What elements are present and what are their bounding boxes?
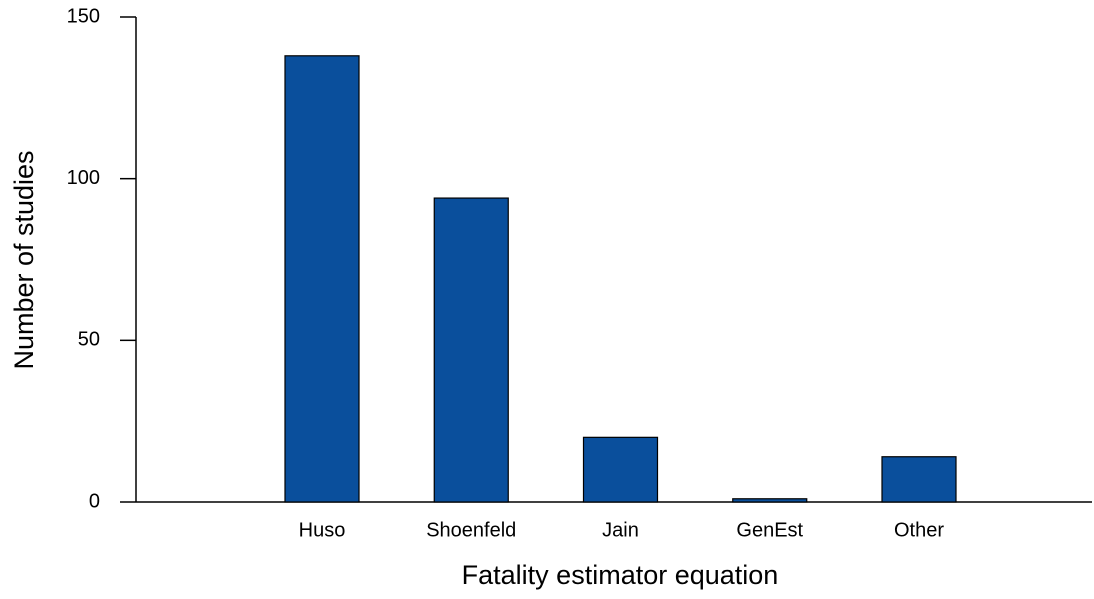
x-tick-label: Other [894, 519, 944, 541]
bar [582, 436, 659, 503]
bar [433, 197, 509, 503]
y-tick-label: 50 [78, 329, 100, 351]
y-tick-label: 0 [89, 490, 100, 512]
bar [284, 55, 360, 503]
bar [881, 456, 957, 503]
y-tick-label: 150 [67, 5, 100, 27]
x-tick-label: Jain [602, 519, 639, 541]
x-axis-title: Fatality estimator equation [462, 560, 779, 590]
x-tick-label: GenEst [736, 519, 803, 541]
x-tick-label: Shoenfeld [426, 519, 516, 541]
bar [732, 498, 808, 503]
x-tick-label: Huso [299, 519, 346, 541]
y-tick-label: 100 [67, 167, 100, 189]
y-axis-title: Number of studies [9, 150, 39, 369]
